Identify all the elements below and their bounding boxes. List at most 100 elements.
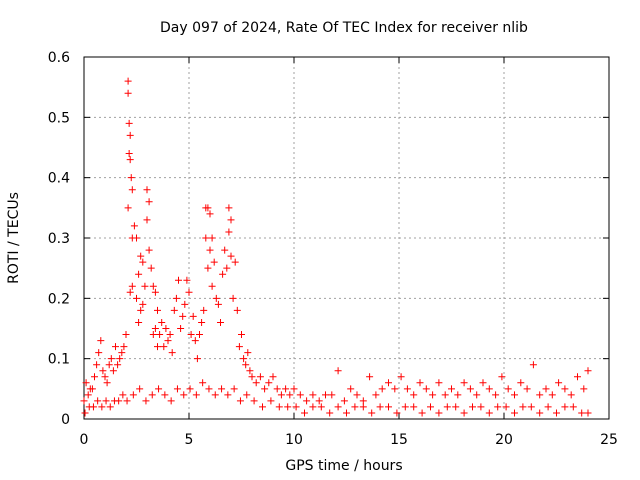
data-point [529,361,537,369]
data-point [422,385,430,393]
data-point [192,391,200,399]
data-point [290,385,298,393]
y-axis-label: ROTI / TECUs [6,192,22,284]
data-point [429,391,437,399]
data-point [561,403,569,411]
data-point [147,264,155,272]
x-tick-label: 25 [600,432,618,448]
chart-title: Day 097 of 2024, Rate Of TEC Index for r… [160,20,528,36]
data-point [502,403,510,411]
data-point [317,403,325,411]
data-point [544,403,552,411]
data-point [219,270,227,278]
data-point [84,391,92,399]
data-point [479,379,487,387]
data-point [261,385,269,393]
data-point [435,379,443,387]
data-point [82,379,90,387]
data-point [410,391,418,399]
data-point [351,403,359,411]
y-tick-label: 0.3 [48,231,70,247]
data-point [460,409,468,417]
data-point [130,222,138,230]
data-point [469,403,476,411]
data-point [235,343,243,351]
x-tick-label: 15 [390,432,408,448]
data-point [196,331,203,339]
data-point [199,379,207,387]
data-point [177,325,185,332]
data-point [397,373,405,381]
data-point [555,379,563,387]
data-point [102,397,110,405]
data-point [189,312,197,320]
data-point [252,379,260,387]
data-point [137,306,145,314]
data-point [227,252,235,260]
data-point [366,373,374,381]
data-point [103,379,111,387]
data-point [448,385,455,393]
data-point [561,385,569,393]
axis-ticks: 0 0.1 0.2 0.3 0.4 0.5 0.6 0 5 10 15 20 25 [48,50,618,448]
data-point [204,264,212,272]
data-point [376,403,384,411]
data-point [368,409,376,417]
y-tick-label: 0.5 [48,110,70,126]
data-point [160,343,168,351]
data-point [179,312,187,320]
data-point [473,391,481,399]
data-point [98,403,106,411]
data-point [170,306,178,314]
data-point [282,385,290,393]
data-point [185,288,193,296]
data-point [229,294,237,302]
data-point [225,204,233,212]
data-point [119,391,127,399]
data-point [167,397,175,405]
data-point [204,204,212,212]
data-point [105,361,113,369]
data-point [567,391,575,399]
data-point [210,258,218,266]
data-point [296,391,304,399]
y-tick-label: 0.2 [48,291,70,307]
data-point [202,234,210,242]
data-point [187,331,195,339]
data-point [328,391,336,399]
data-point [569,403,577,411]
data-point [340,397,348,405]
data-point [322,391,329,399]
data-point [221,246,229,254]
data-point [107,355,115,363]
data-point [124,77,132,85]
data-point [385,403,392,411]
data-point [206,246,214,254]
data-point [511,391,518,399]
data-point [148,391,156,399]
data-point [198,318,206,326]
data-point [101,373,109,381]
data-point [126,156,134,164]
data-point [200,306,208,314]
data-point [211,391,219,399]
data-point [416,379,424,387]
data-point [129,391,137,399]
data-point [93,361,101,369]
grid-lines [84,57,609,419]
x-axis-label: GPS time / hours [285,458,402,474]
data-point [246,367,254,375]
data-point [286,391,294,399]
data-point [527,403,535,411]
data-point [309,403,317,411]
data-points [80,77,592,417]
data-point [99,367,107,375]
data-point [128,186,136,194]
data-point [548,391,556,399]
data-point [142,397,150,405]
data-point [154,343,161,351]
data-point [403,385,411,393]
data-point [359,403,367,411]
data-point [94,397,102,405]
